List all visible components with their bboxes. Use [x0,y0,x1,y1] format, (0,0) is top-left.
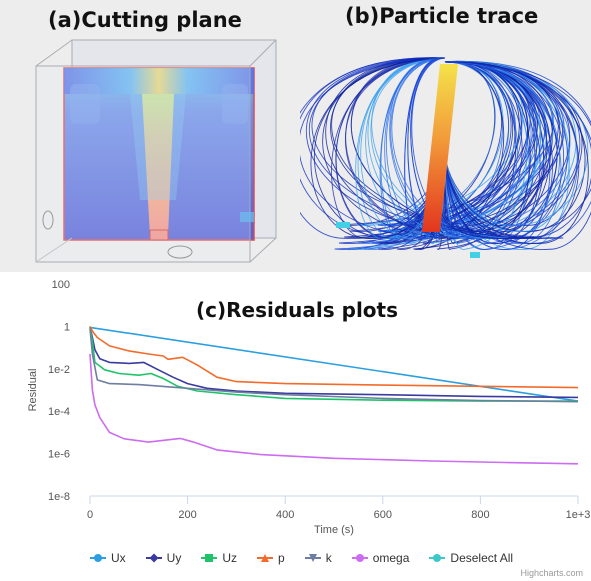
chart-axes: 100 1 1e-2 1e-4 1e-6 1e-8 0 200 400 600 800 1e+3 [48,279,590,521]
series-line-uy[interactable] [89,326,579,399]
particle-trace-line [300,57,446,239]
x-axis-label: Time (s) [314,524,354,536]
simulation-images-panel: (a)Cutting plane (b)Particle trace [0,0,591,272]
particle-trace-line [444,61,591,250]
legend-swatch [145,552,162,564]
particle-trace-line [444,61,589,244]
legend-swatch [429,552,446,564]
legend-swatch [257,552,274,564]
y-tick-label: 1e-2 [48,364,70,376]
y-tick-label: 1e-8 [48,491,70,503]
x-tick-label: 800 [471,509,489,521]
particle-trace-image [300,57,591,258]
chart-series-layer [89,326,579,465]
series-line-k[interactable] [89,328,579,403]
chart-title: (c)Residuals plots [196,298,399,322]
highcharts-credit[interactable]: Highcharts.com [520,568,583,578]
series-line-ux[interactable] [89,326,579,402]
series-line-uz[interactable] [89,326,578,402]
x-tick-label: 600 [374,509,392,521]
legend-label: Deselect All [450,551,514,565]
legend-swatch [201,552,218,564]
inlet-marker [336,222,350,228]
legend-item-omega[interactable]: omega [351,551,410,565]
legend-label: omega [372,551,410,565]
series-line-p[interactable] [89,326,579,389]
legend-item-p[interactable]: p [257,551,285,565]
particle-jet-core [422,64,458,232]
particle-trace-title: (b)Particle trace [345,4,539,28]
legend-item-k[interactable]: k [304,551,332,565]
legend-item-uy[interactable]: Uy [145,551,182,565]
legend-label: Uy [166,551,182,565]
particle-trace-line [444,61,580,238]
legend-swatch [90,552,106,564]
outlet-marker [470,252,480,258]
cutting-plane-title: (a)Cutting plane [48,8,242,32]
x-tick-label: 0 [87,509,93,521]
legend-deselect-all[interactable]: Deselect All [429,551,513,565]
particle-trace-line [444,61,581,238]
y-tick-label: 1e-4 [48,406,70,418]
residuals-chart: 100 1 1e-2 1e-4 1e-6 1e-8 0 200 400 600 800 1e+3 Ti… [27,279,590,536]
particle-trace-line [444,61,570,232]
x-tick-label: 400 [276,509,294,521]
legend-label: k [325,551,332,565]
legend-item-ux[interactable]: Ux [90,551,126,565]
particle-trace-line [444,61,591,232]
legend-swatch [351,552,368,564]
y-tick-label: 1 [64,321,70,333]
x-tick-label: 200 [178,509,196,521]
chart-legend: Ux Uy Uz p k omega Deselect All [90,548,513,568]
legend-swatch [304,552,321,564]
x-tick-label: 1e+3 [566,509,591,521]
legend-label: Ux [111,551,126,565]
legend-label: Uz [222,551,238,565]
y-axis-label: Residual [27,369,39,412]
particle-trace-line [444,61,589,226]
legend-item-uz[interactable]: Uz [201,551,237,565]
y-tick-label: 1e-6 [48,449,70,461]
legend-label: p [278,551,285,565]
series-line-omega[interactable] [89,353,579,465]
cutting-plane-image [35,39,277,263]
y-tick-label: 100 [52,279,70,291]
